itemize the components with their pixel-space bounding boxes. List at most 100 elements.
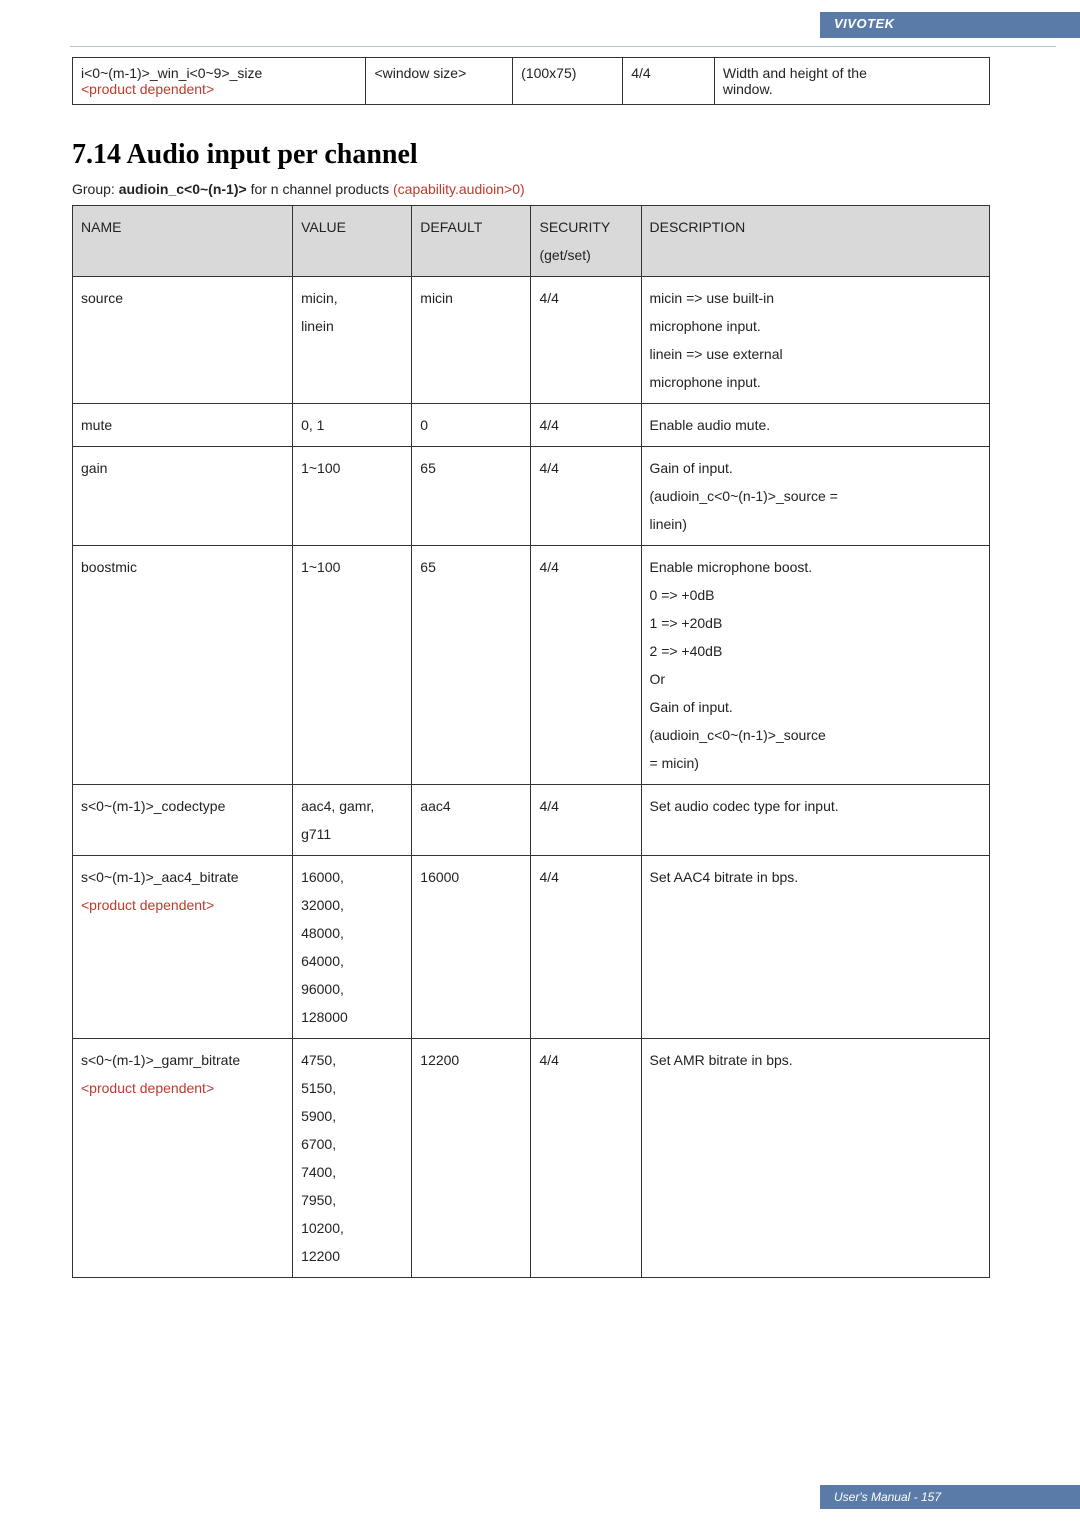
- cell-desc: Set audio codec type for input.: [641, 785, 989, 856]
- text: s<0~(m-1)>_codectype: [81, 798, 225, 814]
- cell-value: 0, 1: [293, 404, 412, 447]
- text: mute: [81, 417, 112, 433]
- text: 4/4: [539, 869, 558, 885]
- text: s<0~(m-1)>_aac4_bitrate: [81, 869, 239, 885]
- text: 4/4: [539, 460, 558, 476]
- cell-default: 65: [412, 447, 531, 546]
- text: 6700,: [301, 1136, 336, 1152]
- cell-desc: Gain of input.(audioin_c<0~(n-1)>_source…: [641, 447, 989, 546]
- text: 65: [420, 559, 436, 575]
- text: microphone input.: [650, 374, 761, 390]
- cell-security: 4/4: [531, 856, 641, 1039]
- cell-desc: micin => use built-inmicrophone input.li…: [641, 277, 989, 404]
- th-default: DEFAULT: [412, 206, 531, 277]
- group-red: (capability.audioin>0): [393, 181, 525, 197]
- text: 4/4: [539, 798, 558, 814]
- brand-text: VIVOTEK: [834, 16, 895, 31]
- cell-desc: Set AAC4 bitrate in bps.: [641, 856, 989, 1039]
- text: gain: [81, 460, 107, 476]
- text: Group:: [72, 181, 119, 197]
- text: (audioin_c<0~(n-1)>_source: [650, 727, 826, 743]
- cell-desc: Enable audio mute.: [641, 404, 989, 447]
- cell-security: 4/4: [531, 447, 641, 546]
- text: 0: [420, 417, 428, 433]
- text: Width and height of the: [723, 65, 867, 81]
- text: <window size>: [374, 65, 466, 81]
- cell-default: micin: [412, 277, 531, 404]
- text: Set AAC4 bitrate in bps.: [650, 869, 799, 885]
- cell-security: 4/4: [531, 1039, 641, 1278]
- carryover-table: i<0~(m-1)>_win_i<0~9>_size <product depe…: [72, 57, 990, 105]
- table-row: gain 1~100 65 4/4 Gain of input.(audioin_c<0…: [73, 447, 990, 546]
- text: (100x75): [521, 65, 576, 81]
- cell-security: 4/4: [531, 277, 641, 404]
- text: Gain of input.: [650, 460, 733, 476]
- text: Gain of input.: [650, 699, 733, 715]
- text: 4/4: [631, 65, 650, 81]
- footer-strip: User's Manual - 157: [820, 1485, 1080, 1509]
- cell-value: 1~100: [293, 447, 412, 546]
- th-value: VALUE: [293, 206, 412, 277]
- text: boostmic: [81, 559, 137, 575]
- cell-name: s<0~(m-1)>_aac4_bitrate <product dependen…: [73, 856, 293, 1039]
- cell-name: gain: [73, 447, 293, 546]
- cell-default: 12200: [412, 1039, 531, 1278]
- table-header-row: NAME VALUE DEFAULT SECURITY (get/set) DE…: [73, 206, 990, 277]
- text: micin,: [301, 290, 338, 306]
- section-heading: 7.14 Audio input per channel: [72, 139, 990, 171]
- text: Or: [650, 671, 666, 687]
- cell-security: 4/4: [623, 58, 715, 105]
- text: 1~100: [301, 460, 340, 476]
- cell-value: 1~100: [293, 546, 412, 785]
- text: 64000,: [301, 953, 344, 969]
- text: 4/4: [539, 559, 558, 575]
- th-desc: DESCRIPTION: [641, 206, 989, 277]
- text: 0 => +0dB: [650, 587, 715, 603]
- text: window.: [723, 81, 773, 97]
- cell-value: aac4, gamr,g711: [293, 785, 412, 856]
- cell-name: mute: [73, 404, 293, 447]
- table-body: sourcemicin,lineinmicin4/4micin => use b…: [73, 277, 990, 1278]
- text: Set AMR bitrate in bps.: [650, 1052, 793, 1068]
- text: = micin): [650, 755, 699, 771]
- text: Enable audio mute.: [650, 417, 771, 433]
- text: aac4: [420, 798, 450, 814]
- text: 1 => +20dB: [650, 615, 723, 631]
- cell-default: 16000: [412, 856, 531, 1039]
- cell-value: 4750,5150,5900,6700,7400,7950,10200,1220…: [293, 1039, 412, 1278]
- text: 12200: [301, 1248, 340, 1264]
- text: 4/4: [539, 417, 558, 433]
- cell-name: s<0~(m-1)>_codectype: [73, 785, 293, 856]
- cell-name: s<0~(m-1)>_gamr_bitrate<product dependen…: [73, 1039, 293, 1278]
- cell-default: 0: [412, 404, 531, 447]
- cell-value: <window size>: [366, 58, 513, 105]
- text: 5150,: [301, 1080, 336, 1096]
- text: <product dependent>: [81, 1080, 214, 1096]
- th-name: NAME: [73, 206, 293, 277]
- cell-name: i<0~(m-1)>_win_i<0~9>_size <product depe…: [73, 58, 366, 105]
- text: i<0~(m-1)>_win_i<0~9>_size: [81, 65, 262, 81]
- text: <product dependent>: [81, 897, 214, 913]
- page: VIVOTEK i<0~(m-1)>_win_i<0~9>_size <prod…: [0, 0, 1080, 1527]
- text: 128000: [301, 1009, 348, 1025]
- text: 5900,: [301, 1108, 336, 1124]
- text-red: <product dependent>: [81, 81, 214, 97]
- group-bold: audioin_c<0~(n-1)>: [119, 181, 247, 197]
- text: Set audio codec type for input.: [650, 798, 839, 814]
- table-row: s<0~(m-1)>_aac4_bitrate <product dependen…: [73, 856, 990, 1039]
- table-row: s<0~(m-1)>_gamr_bitrate<product dependen…: [73, 1039, 990, 1278]
- text: 96000,: [301, 981, 344, 997]
- content-area: i<0~(m-1)>_win_i<0~9>_size <product depe…: [0, 47, 1080, 1288]
- text: micin: [420, 290, 453, 306]
- table-row: mute 0, 1 0 4/4 Enable audio mute.: [73, 404, 990, 447]
- text: 4/4: [539, 1052, 558, 1068]
- footer-text: User's Manual - 157: [834, 1490, 941, 1504]
- text: aac4, gamr,: [301, 798, 374, 814]
- cell-default: (100x75): [513, 58, 623, 105]
- text: 4750,: [301, 1052, 336, 1068]
- audio-params-table: NAME VALUE DEFAULT SECURITY (get/set) DE…: [72, 205, 990, 1278]
- header: VIVOTEK: [0, 0, 1080, 46]
- cell-value: 16000,32000,48000,64000,96000,128000: [293, 856, 412, 1039]
- text: linein => use external: [650, 346, 783, 362]
- text: 1~100: [301, 559, 340, 575]
